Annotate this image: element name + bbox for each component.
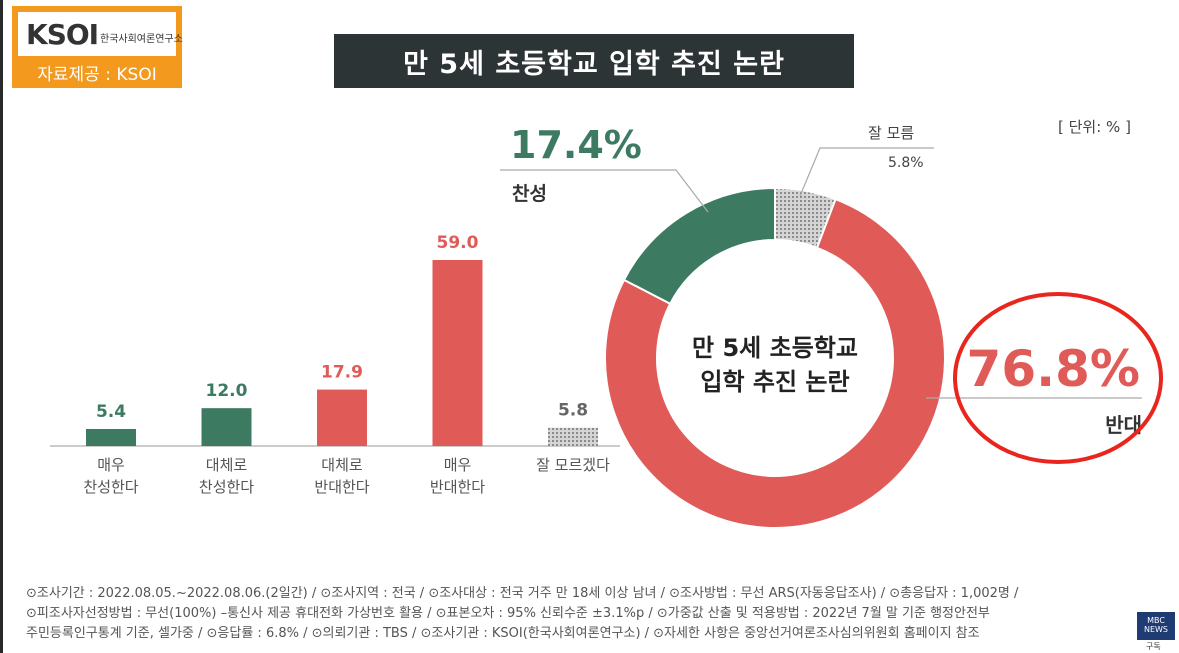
frame-edge — [0, 0, 3, 653]
bar — [317, 389, 367, 446]
donut-slice — [604, 197, 946, 529]
donut-center-label: 만 5세 초등학교 — [692, 334, 858, 362]
bar-category-label: 찬성한다 — [83, 478, 138, 496]
footnote-line-2: ⊙피조사자선정방법 : 무선(100%) –통신사 제공 휴대전화 가상번호 활… — [26, 606, 990, 621]
mbc-news-badge[interactable]: MBC NEWS — [1137, 612, 1175, 640]
leader-line — [500, 169, 709, 213]
leader-line — [799, 147, 934, 197]
bar — [548, 427, 598, 446]
donut-center-label: 입학 추진 논란 — [700, 368, 849, 396]
bar-category-label: 반대한다 — [430, 478, 485, 496]
chart-title: 만 5세 초등학교 입학 추진 논란 — [334, 34, 854, 88]
highlight-circle — [953, 292, 1163, 464]
bar-category-label: 반대한다 — [314, 478, 369, 496]
footnote-line-3: 주민등록인구통계 기준, 셀가중 / ⊙응답률 : 6.8% / ⊙의뢰기관 :… — [26, 626, 980, 641]
bar — [432, 260, 483, 446]
footnote-line-1: ⊙조사기간 : 2022.08.05.~2022.08.06.(2일간) / ⊙… — [26, 586, 1019, 601]
bar — [86, 428, 136, 446]
bar-category-label: 매우 — [97, 456, 125, 474]
bar-category-label: 대체로 — [321, 456, 363, 474]
subscribe-label[interactable]: 구독 — [1146, 642, 1161, 651]
unsure-percent: 5.8% — [888, 155, 924, 171]
logo-subtitle: 한국사회여론연구소 — [100, 34, 183, 45]
logo-mark: KSOI — [26, 18, 99, 51]
bar-value-label: 59.0 — [437, 233, 479, 253]
agree-percent: 17.4% — [510, 123, 642, 167]
bar-category-label: 매우 — [444, 456, 472, 474]
bar-value-label: 5.4 — [96, 402, 126, 422]
bar-category-label: 대체로 — [206, 456, 248, 474]
bar-category-label: 찬성한다 — [199, 478, 254, 496]
bar-value-label: 17.9 — [321, 363, 363, 383]
bar — [201, 408, 252, 446]
bar-value-label: 5.8 — [558, 401, 588, 421]
unsure-label: 잘 모름 — [868, 124, 914, 142]
source-credit: 자료제공 : KSOI — [37, 65, 157, 85]
oppose-percent: 76.8% — [967, 340, 1140, 398]
agree-label: 찬성 — [512, 183, 547, 205]
bar-category-label: 잘 모르겠다 — [536, 456, 610, 474]
logo-panel: KSOI 한국사회여론연구소 — [18, 12, 183, 56]
ksoi-logo: KSOI 한국사회여론연구소 자료제공 : KSOI — [12, 6, 183, 88]
bar-value-label: 12.0 — [206, 381, 248, 401]
donut-slice — [622, 186, 776, 306]
unit-label: [ 단위: % ] — [1058, 118, 1131, 136]
